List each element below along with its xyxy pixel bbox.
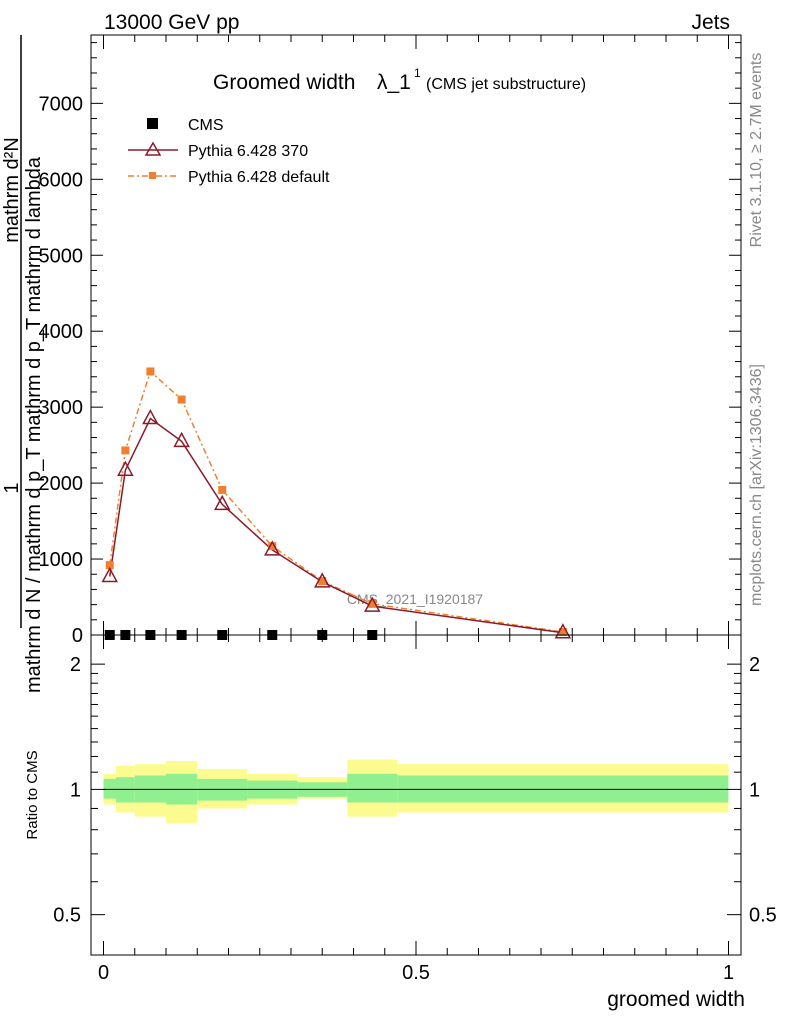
legend-pythia-default-marker: [149, 172, 156, 179]
ratio-y-tick-label-right: 0.5: [749, 905, 777, 927]
main-y-tick-label: 4000: [39, 321, 84, 343]
ylabel-denominator: mathrm d N / mathrm d p_T mathrm d p_T m…: [23, 156, 45, 693]
ratio-x-axis: 0 0.5 1: [98, 635, 734, 984]
pythia-default-point: [105, 561, 114, 570]
ratio-inner-band: [347, 773, 398, 803]
pythia-default-point: [218, 485, 227, 494]
x-tick-label: 0: [98, 962, 109, 984]
main-y-tick-label: 3000: [39, 397, 84, 419]
plot-title: Groomed width λ_1 1 (CMS jet substructur…: [213, 66, 586, 94]
ratio-y-tick-label: 1: [70, 779, 81, 801]
ratio-y-tick-label-right: 1: [749, 779, 760, 801]
pythia-default-point: [368, 599, 377, 608]
pythia370-point: [363, 596, 381, 612]
ylabel-top: mathrm d²N: [1, 137, 23, 243]
pythia-default-point: [558, 627, 567, 636]
main-y-tick-label: 1000: [39, 549, 84, 571]
x-axis-label: groomed width: [607, 988, 745, 1011]
ratio-y-tick-label: 2: [70, 654, 81, 676]
pythia370-point: [142, 408, 159, 425]
pythia370-point: [263, 540, 281, 556]
pythia370-point: [173, 431, 190, 448]
series-pythia370-line: [109, 417, 563, 634]
pythia-default-point: [177, 395, 186, 404]
legend-cms-label: CMS: [188, 117, 224, 134]
pythia-default-point: [121, 446, 130, 455]
ratio-y-label: Ratio to CMS: [24, 750, 41, 839]
main-x-axis-ticks: [103, 35, 729, 635]
rivet-version-label: Rivet 3.1.10, ≥ 2.7M events: [748, 53, 765, 248]
legend-cms-marker: [147, 118, 158, 129]
ratio-y-tick-label: 0.5: [53, 905, 81, 927]
ratio-y-axis: 0.5 0.5 1 1 2 2: [53, 654, 777, 927]
main-panel: 0 1000 2000 3000 4000 5000 6000 7000 CMS_2021_I…: [39, 34, 742, 647]
ratio-panel: 0.5 0.51 12 2 0 0.5 1 Ratio to CMS groomed wi…: [24, 634, 777, 1011]
pythia370-point: [117, 460, 134, 476]
analysis-watermark: CMS_2021_I1920187: [347, 591, 483, 607]
legend-pythia370-marker: [144, 141, 162, 156]
main-series-group: [101, 367, 572, 640]
legend-pythia-default-label: Pythia 6.428 default: [188, 169, 330, 186]
legend: CMS Pythia 6.428 370 Pythia 6.428 defaul…: [128, 117, 330, 186]
main-y-axis: 0 1000 2000 3000 4000 5000 6000 7000: [39, 42, 741, 647]
ylabel-numerator: 1: [1, 482, 23, 493]
x-tick-label: 0.5: [402, 962, 430, 984]
pythia-default-point: [146, 367, 155, 376]
main-y-tick-label: 2000: [39, 473, 84, 495]
legend-pythia370-label: Pythia 6.428 370: [188, 143, 308, 160]
main-y-tick-label: 5000: [39, 245, 84, 267]
pythia370-point: [213, 494, 231, 511]
header-collision-label: 13000 GeV pp: [104, 11, 239, 34]
main-y-tick-label: 6000: [39, 169, 84, 191]
ratio-uncertainty-bands: [103, 759, 729, 824]
pythia-default-point: [318, 577, 327, 586]
title-main: Groomed width: [213, 71, 355, 94]
header-process-label: Jets: [691, 11, 730, 34]
mcplots-reference-label: mcplots.cern.ch [arXiv:1306.3436]: [748, 364, 765, 606]
pythia-default-point: [268, 542, 277, 551]
pythia370-point: [101, 566, 119, 583]
main-y-tick-label: 0: [72, 625, 83, 647]
pythia370-point: [554, 623, 572, 639]
series-pythia-default-line: [109, 370, 563, 633]
ratio-y-tick-label-right: 2: [749, 654, 760, 676]
x-tick-label: 1: [723, 962, 734, 984]
ratio-inner-band: [103, 778, 116, 799]
title-superscript: 1: [414, 66, 421, 80]
main-y-tick-label: 7000: [39, 93, 84, 115]
main-y-axis-label: 1 mathrm d N / mathrm d p_T mathrm d p_T…: [1, 35, 45, 693]
title-symbol: λ_1: [377, 71, 411, 94]
pythia370-point: [313, 572, 331, 588]
title-subtitle: (CMS jet substructure): [426, 76, 586, 93]
